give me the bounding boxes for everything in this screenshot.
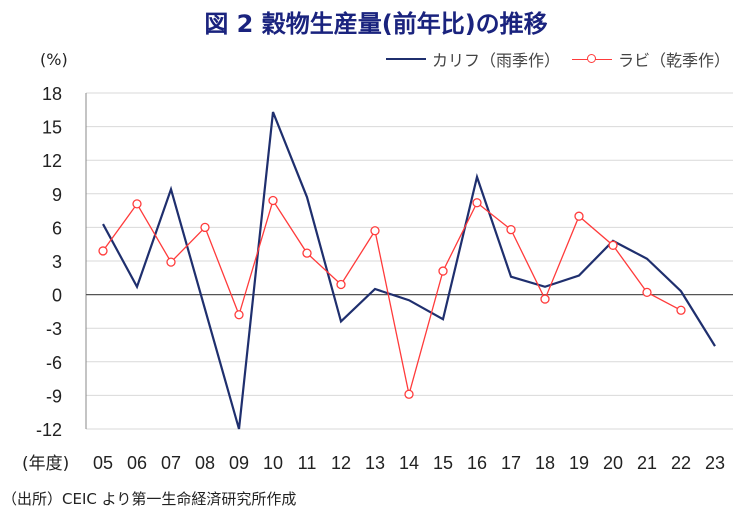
y-tick-label: -12: [36, 420, 62, 440]
y-tick-label: -6: [46, 353, 62, 373]
series-line-rabi: [102, 198, 682, 395]
data-point-rabi: [438, 266, 448, 276]
legend-swatch-kharif: [385, 58, 426, 60]
data-point-rabi: [472, 198, 482, 208]
data-point-rabi: [642, 287, 652, 298]
data-point-rabi: [268, 195, 278, 206]
series-line-kharif: [102, 111, 716, 430]
legend-label-kharif: カリフ（雨季作）: [431, 51, 560, 70]
x-tick-label: 06: [127, 453, 147, 473]
x-tick-label: 18: [535, 453, 555, 473]
x-tick-label: 05: [93, 453, 113, 473]
y-tick-label: -9: [46, 386, 62, 406]
x-tick-label: 15: [433, 453, 453, 473]
x-axis-label: (年度): [22, 454, 69, 474]
x-tick-label: 19: [569, 453, 589, 473]
x-tick-label: 21: [637, 453, 657, 473]
y-tick-label: 9: [52, 185, 62, 205]
y-tick-label: 18: [42, 84, 62, 104]
source-note: （出所）CEIC より第一生命経済研究所作成: [2, 490, 297, 508]
x-tick-label: 10: [263, 453, 283, 473]
data-point-rabi: [234, 310, 244, 320]
chart-title: 図 2 穀物生産量(前年比)の推移: [204, 10, 548, 38]
x-tick-label: 07: [161, 453, 181, 473]
y-tick-label: 3: [52, 252, 62, 272]
data-point-rabi: [370, 226, 380, 236]
x-tick-label: 11: [298, 453, 317, 473]
y-tick-label: 15: [42, 118, 62, 138]
y-axis-unit: (%): [40, 50, 68, 69]
x-tick-label: 09: [229, 453, 249, 473]
x-tick-label: 22: [671, 453, 691, 473]
data-point-rabi: [302, 248, 312, 258]
legend: カリフ（雨季作） ラビ（乾季作）: [385, 47, 730, 71]
data-point-rabi: [540, 294, 550, 304]
x-tick-label: 16: [467, 453, 487, 473]
data-point-rabi: [200, 222, 210, 233]
y-tick-label: 12: [42, 151, 62, 171]
x-tick-label: 08: [195, 453, 215, 473]
data-point-rabi: [336, 279, 346, 290]
x-tick-label: 20: [603, 453, 623, 473]
data-point-rabi: [676, 305, 686, 315]
x-tick-label: 13: [365, 453, 385, 473]
y-tick-label: 0: [52, 286, 62, 306]
legend-swatch-rabi: [571, 53, 612, 63]
x-tick-label: 23: [705, 453, 725, 473]
data-point-rabi: [608, 240, 618, 250]
data-point-rabi: [132, 199, 142, 209]
x-tick-label: 14: [399, 453, 419, 473]
data-point-rabi: [506, 224, 516, 235]
data-point-rabi: [574, 211, 584, 221]
legend-label-rabi: ラビ（乾季作）: [617, 51, 730, 70]
data-point-rabi: [166, 257, 176, 267]
x-tick-label: 17: [501, 453, 521, 473]
y-tick-label: 6: [52, 218, 62, 238]
data-point-rabi: [404, 389, 414, 399]
data-point-rabi: [98, 246, 108, 256]
y-tick-label: -3: [46, 319, 62, 339]
x-tick-label: 12: [331, 453, 351, 473]
